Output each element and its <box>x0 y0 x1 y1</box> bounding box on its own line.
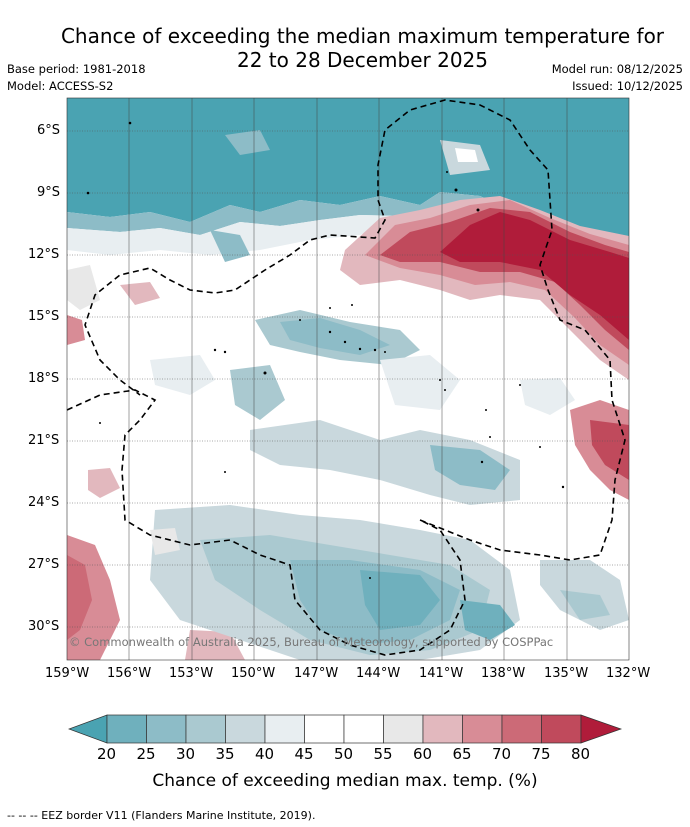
lat-tick: 30°S <box>28 619 60 634</box>
lon-tick: 156°W <box>107 666 152 681</box>
colorbar-bin <box>304 714 345 744</box>
model-name: Model: ACCESS-S2 <box>7 79 114 93</box>
colorbar-bin <box>501 714 542 744</box>
base-period: Base period: 1981-2018 <box>7 62 146 76</box>
islands <box>86 121 565 579</box>
lon-tick: 141°W <box>419 666 464 681</box>
colorbar-bin <box>343 714 384 744</box>
colorbar-tick-label: 30 <box>176 745 196 763</box>
lat-tick: 27°S <box>28 557 60 572</box>
colorbar-tick-label: 75 <box>531 745 551 763</box>
colorbar-bin <box>383 714 424 744</box>
lon-tick: 159°W <box>45 666 90 681</box>
lat-tick: 24°S <box>28 495 60 510</box>
colorbar-extend-high <box>580 714 623 744</box>
eez-border <box>66 99 626 656</box>
lon-tick: 135°W <box>544 666 589 681</box>
copyright-notice: © Commonwealth of Australia 2025, Bureau… <box>69 635 554 649</box>
colorbar-bin <box>541 714 582 744</box>
colorbar-bin <box>264 714 305 744</box>
colorbar-bin <box>106 714 147 744</box>
grid-lines <box>67 130 629 628</box>
lon-tick: 150°W <box>231 666 276 681</box>
lon-tick: 147°W <box>294 666 339 681</box>
colorbar-bin <box>225 714 266 744</box>
colorbar-tick-label: 25 <box>136 745 156 763</box>
title-line-2: 22 to 28 December 2025 <box>236 48 488 72</box>
colorbar-tick-label: 40 <box>255 745 275 763</box>
colorbar-tick-label: 35 <box>215 745 235 763</box>
colorbar-tick-label: 70 <box>492 745 512 763</box>
colorbar-tick-label: 65 <box>452 745 472 763</box>
lon-tick: 138°W <box>481 666 526 681</box>
model-run: Model run: 08/12/2025 <box>551 62 683 76</box>
colorbar-tick-label: 20 <box>97 745 117 763</box>
colorbar-tick-label: 45 <box>294 745 314 763</box>
colorbar-title: Chance of exceeding median max. temp. (%… <box>152 771 538 791</box>
lat-tick: 6°S <box>37 123 61 138</box>
lon-tick: 153°W <box>169 666 214 681</box>
colorbar-bin <box>185 714 226 744</box>
lon-tick: 144°W <box>356 666 401 681</box>
title-line-1: Chance of exceeding the median maximum t… <box>60 24 665 48</box>
colorbar <box>67 714 623 744</box>
lon-tick: 132°W <box>606 666 651 681</box>
colorbar-bin <box>462 714 503 744</box>
colorbar-bin <box>422 714 463 744</box>
lat-tick: 21°S <box>28 433 60 448</box>
colorbar-bin <box>146 714 187 744</box>
colorbar-tick-label: 80 <box>571 745 591 763</box>
lat-tick: 15°S <box>28 309 60 324</box>
colorbar-tick-label: 55 <box>373 745 393 763</box>
colorbar-tick-label: 60 <box>413 745 433 763</box>
lat-tick: 12°S <box>28 247 60 262</box>
eez-legend-note: -- -- -- EEZ border V11 (Flanders Marine… <box>7 809 316 822</box>
issued-date: Issued: 10/12/2025 <box>572 79 683 93</box>
colorbar-extend-low <box>67 714 108 744</box>
lat-tick: 18°S <box>28 371 60 386</box>
colorbar-tick-label: 50 <box>334 745 354 763</box>
lat-tick: 9°S <box>37 185 61 200</box>
